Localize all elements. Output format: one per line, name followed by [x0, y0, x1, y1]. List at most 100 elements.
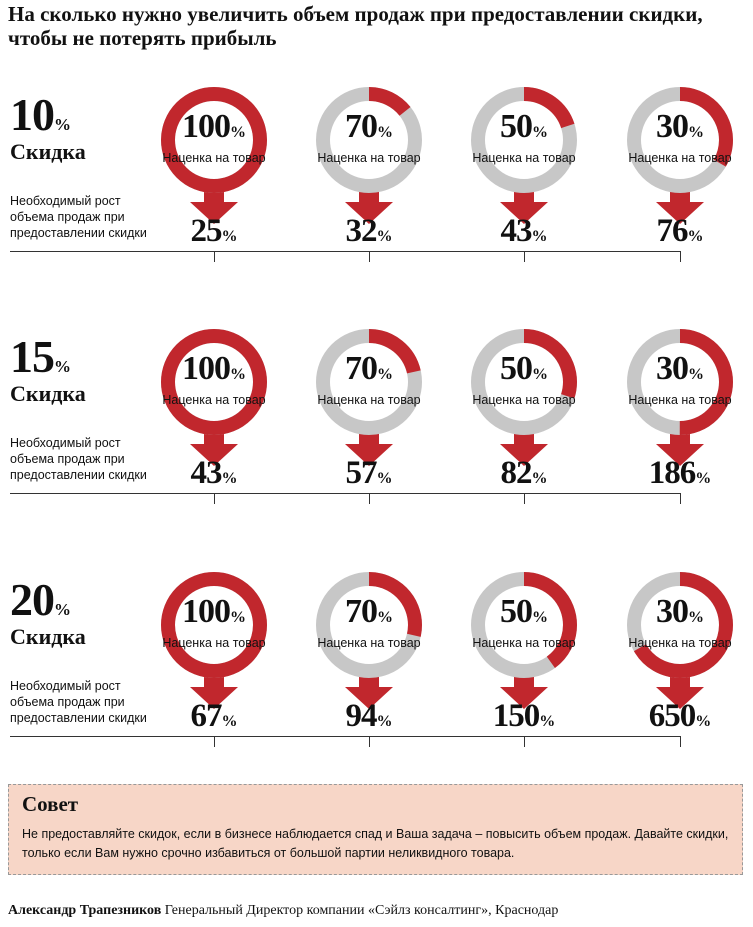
- growth-arrow: [500, 422, 548, 466]
- markup-label: 70% Наценка на товар: [314, 595, 424, 651]
- ring-arc: [471, 87, 577, 193]
- growth-label: Необходимый рост объема продаж при предо…: [10, 436, 147, 482]
- rings-svg: [161, 87, 733, 224]
- growth-arrow: [190, 422, 238, 466]
- author-position: Генеральный Директор компании «Сэйлз кон…: [164, 903, 559, 918]
- discount-value: 20: [10, 574, 55, 625]
- markup-value: 100: [182, 350, 231, 387]
- growth-percent-sign: %: [531, 228, 548, 245]
- markup-caption: Наценка на товар: [628, 151, 732, 165]
- growth-percent-sign: %: [221, 470, 238, 487]
- markup-value: 70%: [314, 595, 424, 635]
- growth-arrow: [656, 665, 704, 709]
- markup-label: 100% Наценка на товар: [159, 352, 269, 408]
- rings-svg: [161, 572, 733, 709]
- markup-label: 50% Наценка на товар: [469, 110, 579, 166]
- markup-label: 100% Наценка на товар: [159, 593, 269, 651]
- markup-value: 50%: [469, 595, 579, 635]
- author-name: Александр Трапезников: [8, 903, 162, 918]
- markup-value: 30%: [625, 595, 735, 635]
- discount-value: 20%: [10, 577, 71, 633]
- markup-label: 30% Наценка на товар: [625, 352, 735, 408]
- markup-value: 50%: [469, 352, 579, 392]
- advice-title: Совет: [22, 792, 79, 816]
- growth-percent-sign: %: [687, 228, 704, 245]
- axis-tick: [369, 251, 370, 262]
- markup-percent-sign: %: [377, 124, 393, 141]
- discount-section: 10% Скидка Необходимый рост объема продаж …: [0, 80, 753, 310]
- markup-value: 100%: [159, 110, 269, 150]
- markup-percent-sign: %: [688, 609, 704, 626]
- ring-arc: [316, 87, 422, 193]
- required-growth: 57%: [309, 456, 429, 496]
- growth-value: 76: [656, 213, 689, 249]
- growth-arrow: [500, 180, 548, 224]
- growth-arrow: [500, 665, 548, 709]
- markup-value: 30: [656, 108, 689, 145]
- markup-value: 70: [345, 108, 378, 145]
- markup-value: 30: [656, 593, 689, 630]
- markup-value: 100%: [159, 352, 269, 392]
- markup-value: 30%: [625, 352, 735, 392]
- growth-value: 650: [648, 698, 696, 734]
- footer: Александр Трапезников Генеральный Директ…: [8, 902, 748, 920]
- ring-arc: [161, 329, 267, 435]
- markup-label: 30% Наценка на товар: [625, 110, 735, 166]
- growth-percent-sign: %: [376, 228, 393, 245]
- markup-caption: Наценка на товар: [162, 393, 266, 407]
- required-growth: 32%: [309, 214, 429, 254]
- markup-value: 30%: [625, 110, 735, 150]
- growth-arrow: [190, 180, 238, 224]
- growth-value: 150: [492, 698, 540, 734]
- advice-text: Не предоставляйте скидок, если в бизнесе…: [22, 827, 729, 860]
- markup-caption: Наценка на товар: [162, 151, 266, 165]
- rings-svg: [161, 329, 733, 466]
- ring-arc: [627, 87, 733, 193]
- discount-label: Скидка: [10, 381, 86, 406]
- markup-caption: Наценка на товар: [472, 151, 576, 165]
- ring-arc: [161, 87, 267, 193]
- discount-section: 15% Скидка Необходимый рост объема продаж …: [0, 322, 753, 552]
- markup-caption: Наценка на товар: [317, 393, 421, 407]
- markup-value: 70%: [314, 352, 424, 392]
- required-growth: 25%: [154, 214, 274, 254]
- growth-value: 32: [345, 213, 378, 249]
- required-growth: 94%: [309, 699, 429, 739]
- growth-percent-sign: %: [695, 470, 712, 487]
- markup-caption: Наценка на товар: [317, 636, 421, 650]
- markup-caption: Наценка на товар: [162, 636, 266, 650]
- growth-value: 186: [648, 455, 696, 491]
- axis-tick: [680, 736, 681, 747]
- markup-percent-sign: %: [688, 124, 704, 141]
- growth-percent-sign: %: [531, 470, 548, 487]
- discount-section: 20% Скидка Необходимый рост объема продаж …: [0, 565, 753, 795]
- markup-value: 30: [656, 350, 689, 387]
- axis-tick: [369, 736, 370, 747]
- discount-label: Скидка: [10, 624, 86, 649]
- markup-percent-sign: %: [532, 609, 548, 626]
- required-growth: 43%: [154, 456, 274, 496]
- ring-arc: [316, 329, 422, 435]
- markup-caption: Наценка на товар: [628, 636, 732, 650]
- discount-label: Скидка: [10, 139, 86, 164]
- growth-percent-sign: %: [221, 228, 238, 245]
- growth-value: 25: [190, 213, 223, 249]
- markup-value: 50: [500, 350, 533, 387]
- axis-tick: [369, 493, 370, 504]
- required-growth: 76%: [620, 214, 740, 254]
- growth-value: 67: [190, 698, 223, 734]
- growth-percent-sign: %: [539, 713, 556, 730]
- growth-percent-sign: %: [376, 470, 393, 487]
- ring-arc: [627, 572, 733, 678]
- markup-caption: Наценка на товар: [472, 636, 576, 650]
- discount-percent-sign: %: [54, 357, 71, 376]
- markup-value: 100: [182, 593, 231, 630]
- axis-tick: [680, 493, 681, 504]
- axis-tick: [524, 251, 525, 262]
- page-title: На сколько нужно увеличить объем продаж …: [8, 2, 703, 50]
- growth-value: 82: [500, 455, 533, 491]
- ring-arc: [627, 329, 733, 435]
- markup-label: 50% Наценка на товар: [469, 595, 579, 651]
- markup-value: 70: [345, 350, 378, 387]
- markup-value: 70: [345, 593, 378, 630]
